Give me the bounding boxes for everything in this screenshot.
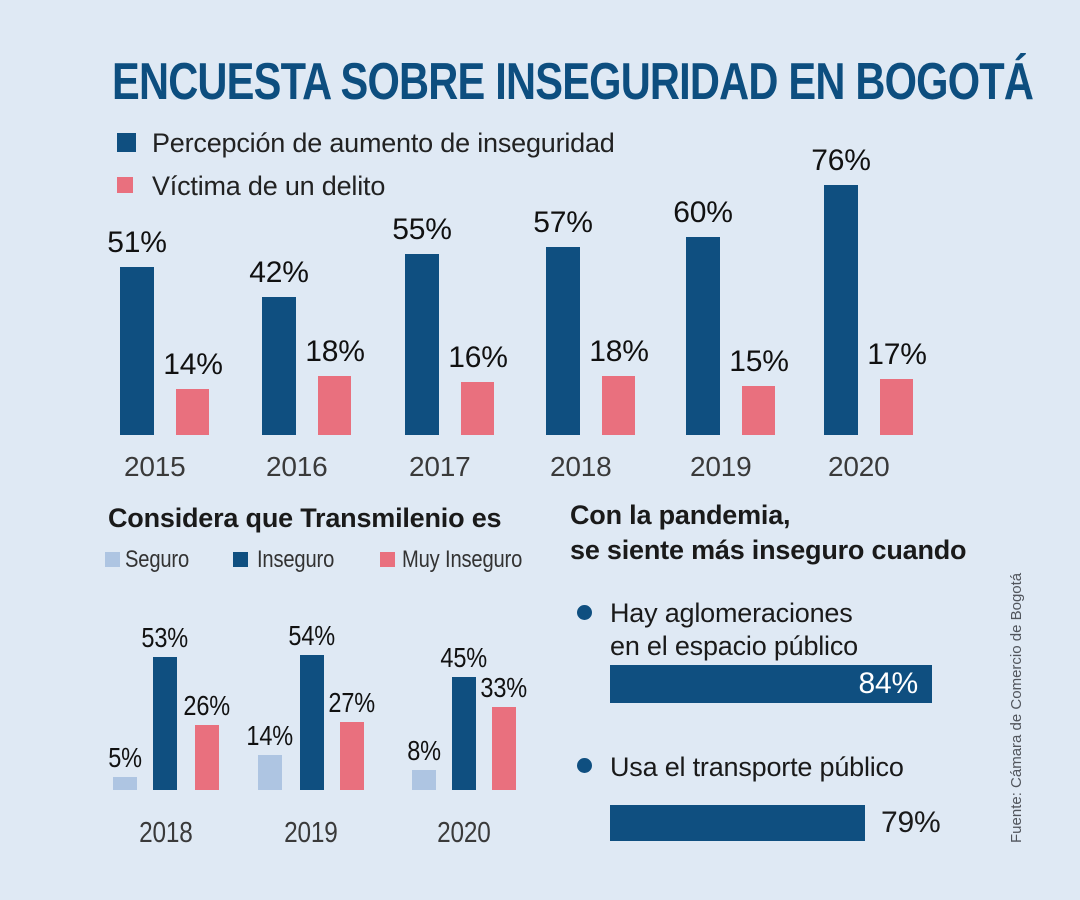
bullet-icon	[577, 605, 592, 620]
legend-swatch-seguro	[105, 552, 120, 567]
x-label-perception-victim-2016: 2016	[266, 451, 328, 482]
pandemic-title-line2: se siente más inseguro cuando	[570, 535, 967, 565]
page-title: ENCUESTA SOBRE INSEGURIDAD EN BOGOTÁ	[112, 53, 1034, 111]
value-label-transmilenio-2018-s2-text: 26%	[183, 690, 231, 721]
legend-label-muy-inseguro-text: Muy Inseguro	[402, 546, 523, 573]
bar-perception-victim-2016-s0	[262, 297, 296, 435]
value-label-perception-victim-2019-s0: 60%	[673, 196, 733, 229]
value-label-transmilenio-2019-s1-text: 54%	[288, 620, 336, 651]
bar-transmilenio-2019-muy-inseguro	[340, 722, 364, 790]
value-label-transmilenio-2018-s1-text: 53%	[141, 622, 189, 653]
pandemic-bar-1-value-label: 84%	[858, 667, 919, 700]
legend-label-inseguro: Inseguro	[257, 548, 349, 572]
bar-perception-victim-2020-s1	[880, 379, 913, 435]
pandemic-bar-2	[610, 805, 865, 841]
value-label-transmilenio-2020-s1-text: 45%	[440, 642, 488, 673]
value-label-transmilenio-2018-s0: 5%	[75, 743, 175, 773]
value-label-transmilenio-2018-s0-text: 5%	[108, 742, 142, 773]
bar-perception-victim-2016-s1	[318, 376, 351, 435]
bar-perception-victim-2017-s1	[461, 382, 494, 435]
x-label-transmilenio-2020: 2020	[389, 818, 539, 848]
bar-perception-victim-2018-s0	[546, 247, 580, 435]
value-label-transmilenio-2019-s1: 54%	[262, 621, 362, 651]
value-label-perception-victim-2016-s0: 42%	[249, 256, 309, 289]
x-label-perception-victim-2015: 2015	[124, 451, 186, 482]
bar-transmilenio-2020-seguro	[412, 770, 436, 790]
x-label-perception-victim-2018: 2018	[550, 451, 612, 482]
x-label-transmilenio-2018: 2018	[91, 818, 241, 848]
transmilenio-title: Considera que Transmilenio es	[108, 503, 502, 533]
legend-label-perception: Percepción de aumento de inseguridad	[152, 128, 615, 158]
value-label-perception-victim-2020-s1: 17%	[867, 338, 927, 371]
value-label-transmilenio-2020-s2: 33%	[454, 673, 554, 703]
legend-swatch-victim	[117, 177, 133, 193]
value-label-transmilenio-2020-s1: 45%	[414, 643, 514, 673]
value-label-transmilenio-2020-s2-text: 33%	[480, 672, 528, 703]
bar-transmilenio-2018-muy-inseguro	[195, 725, 219, 790]
x-label-transmilenio-2019: 2019	[236, 818, 386, 848]
value-label-perception-victim-2015-s0: 51%	[107, 226, 167, 259]
value-label-perception-victim-2019-s1: 15%	[729, 345, 789, 378]
bar-perception-victim-2017-s0	[405, 254, 439, 435]
value-label-perception-victim-2017-s1: 16%	[448, 341, 508, 374]
legend-label-inseguro-text: Inseguro	[257, 546, 335, 573]
value-label-perception-victim-2020-s0: 76%	[811, 144, 871, 177]
value-label-perception-victim-2016-s1: 18%	[305, 335, 365, 368]
pandemic-item-1-label-line2: en el espacio público	[610, 631, 858, 661]
legend-label-victim: Víctima de un delito	[152, 171, 386, 201]
value-label-perception-victim-2015-s1: 14%	[163, 348, 223, 381]
pandemic-item-2-label-line1: Usa el transporte público	[610, 752, 904, 782]
legend-swatch-inseguro	[233, 552, 248, 567]
x-label-perception-victim-2019: 2019	[690, 451, 752, 482]
bar-perception-victim-2020-s0	[824, 185, 858, 435]
bar-transmilenio-2020-muy-inseguro	[492, 707, 516, 790]
x-label-perception-victim-2017: 2017	[409, 451, 471, 482]
bar-transmilenio-2020-inseguro	[452, 677, 476, 790]
value-label-perception-victim-2017-s0: 55%	[392, 213, 452, 246]
legend-swatch-muy-inseguro	[380, 552, 395, 567]
legend-swatch-perception	[117, 133, 136, 152]
bullet-icon	[577, 758, 592, 773]
bar-transmilenio-2019-inseguro	[300, 655, 324, 790]
bar-perception-victim-2018-s1	[602, 376, 635, 435]
bar-perception-victim-2015-s0	[120, 267, 154, 435]
value-label-perception-victim-2018-s0: 57%	[533, 206, 593, 239]
pandemic-bar-2-value-label: 79%	[881, 806, 941, 839]
bar-perception-victim-2019-s0	[686, 237, 720, 435]
bar-perception-victim-2019-s1	[742, 386, 775, 435]
x-label-transmilenio-2018-text: 2018	[139, 817, 193, 849]
x-label-perception-victim-2020: 2020	[828, 451, 890, 482]
value-label-perception-victim-2018-s1: 18%	[589, 335, 649, 368]
value-label-transmilenio-2019-s0-text: 14%	[246, 720, 294, 751]
value-label-transmilenio-2019-s2: 27%	[302, 688, 402, 718]
value-label-transmilenio-2018-s2: 26%	[157, 691, 257, 721]
legend-label-seguro-text: Seguro	[125, 546, 190, 573]
bar-transmilenio-2018-seguro	[113, 777, 137, 790]
x-label-transmilenio-2019-text: 2019	[284, 817, 338, 849]
value-label-transmilenio-2018-s1: 53%	[115, 623, 215, 653]
bar-transmilenio-2019-seguro	[258, 755, 282, 790]
legend-label-seguro: Seguro	[125, 548, 201, 572]
source-credit: Fuente: Cámara de Comercio de Bogotá	[1008, 572, 1025, 843]
pandemic-title-line1: Con la pandemia,	[570, 500, 791, 530]
legend-label-muy-inseguro: Muy Inseguro	[402, 548, 545, 572]
value-label-transmilenio-2020-s0: 8%	[374, 736, 474, 766]
value-label-transmilenio-2020-s0-text: 8%	[407, 735, 441, 766]
value-label-transmilenio-2019-s0: 14%	[220, 721, 320, 751]
bar-perception-victim-2015-s1	[176, 389, 209, 435]
pandemic-bar-1: 84%	[610, 665, 932, 703]
x-label-transmilenio-2020-text: 2020	[437, 817, 491, 849]
value-label-transmilenio-2019-s2-text: 27%	[328, 687, 376, 718]
bar-transmilenio-2018-inseguro	[153, 657, 177, 790]
pandemic-item-1-label-line1: Hay aglomeraciones	[610, 598, 853, 628]
